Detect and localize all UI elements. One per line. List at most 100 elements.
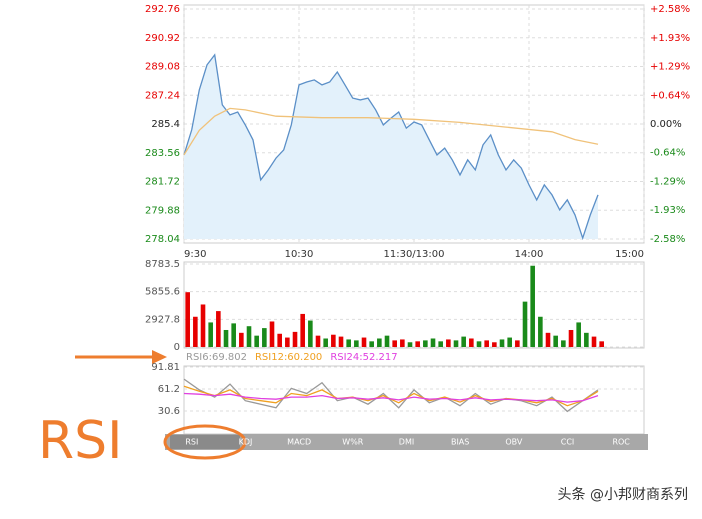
volume-bar [400,339,405,347]
legend-entry: RSI12:60.200 [255,352,322,363]
volume-bar [499,339,505,347]
volume-bar [576,322,581,347]
x-tick-label: 9:30 [184,249,206,260]
tab-label[interactable]: RSI [185,438,198,447]
y2-tick-label: -1.93% [650,205,685,216]
volume-bar [246,326,252,347]
tab-label[interactable]: MACD [287,438,311,447]
volume-bar [515,340,520,347]
series-line [183,392,599,403]
volume-bar [346,339,351,347]
volume-bar [292,331,298,347]
tab-selected [170,435,240,449]
volume-bar [522,301,528,347]
volume-bar [323,338,328,347]
y-tick-label: 281.72 [145,177,180,188]
y2-tick-label: +2.58% [650,4,690,15]
y2-tick-label: 0.00% [650,119,682,130]
arrow-head [152,350,167,364]
volume-bar [354,340,359,347]
y-tick-label: 279.88 [145,205,180,216]
volume-bar [315,335,321,347]
x-tick-label: 11:30/13:00 [383,249,444,260]
volume-bar [538,316,543,347]
volume-bar [185,292,190,347]
volume-bar [239,332,244,347]
y-tick-label: 285.4 [151,119,180,130]
y-tick-label: 0 [174,342,180,353]
volume-bar [430,338,436,347]
tab-label[interactable]: OBV [505,438,523,447]
volume-bar [591,336,597,347]
volume-bar [338,336,344,347]
tab-label[interactable]: DMI [399,438,414,447]
volume-bar [553,335,558,347]
tab-label[interactable]: CCI [561,438,575,447]
volume-bar [277,333,282,347]
highlight-ellipse [163,424,247,460]
volume-bar [469,338,474,347]
volume-bar [530,265,535,347]
tab-label[interactable]: KDJ [239,438,253,447]
volume-bar [599,341,604,347]
y2-tick-label: -0.64% [650,148,685,159]
volume-bar [561,340,566,347]
volume-bar [254,335,259,347]
volume-bar [438,341,443,347]
volume-bar [308,320,313,347]
volume-bar [193,316,198,347]
y-tick-label: 278.04 [145,234,180,245]
volume-bar [453,340,459,347]
volume-bar [361,337,367,347]
volume-bar [415,341,420,347]
y-tick-label: 61.2 [158,384,180,395]
y2-tick-label: +1.29% [650,62,690,73]
tab-label[interactable]: W%R [342,438,364,447]
y-tick-label: 290.92 [145,33,180,44]
watermark: 头条 @小邦财商系列 [558,486,688,503]
volume-bar [200,304,206,347]
x-tick-label: 10:30 [285,249,314,260]
volume-frame [183,261,645,349]
tab-label[interactable]: ROC [612,438,630,447]
volume-bar [285,337,290,347]
x-tick-label: 15:00 [615,249,644,260]
volume-bar [331,334,336,347]
volume-bar [216,311,221,347]
volume-bar [545,332,551,347]
volume-bar [507,337,512,347]
volume-bar [300,313,305,347]
y-tick-label: 283.56 [145,148,180,159]
y2-tick-label: +0.64% [650,90,690,101]
legend-entry: RSI24:52.217 [330,352,397,363]
volume-bar [584,332,589,347]
volume-bar [384,335,390,347]
volume-bar [262,328,267,347]
tab-bar [165,434,648,450]
volume-bar [476,341,482,347]
price-area [184,54,598,240]
volume-bar [446,339,451,347]
y-tick-label: 289.08 [145,62,180,73]
volume-bar [231,323,236,347]
volume-bar [568,329,574,347]
x-tick-label: 14:00 [515,249,544,260]
y-tick-label: 91.81 [151,362,180,373]
series-line [183,107,599,156]
volume-bar [423,340,428,347]
tab-label[interactable]: BIAS [451,438,469,447]
series-line [183,378,599,413]
legend-entry: RSI6:69.802 [186,352,247,363]
volume-bar [484,340,489,347]
volume-bar [369,341,374,347]
y-tick-label: 287.24 [145,90,180,101]
volume-bar [392,340,397,347]
y2-tick-label: +1.93% [650,33,690,44]
annotation: RSI [38,411,122,471]
volume-bar [223,329,229,347]
y-tick-label: 8783.5 [145,259,180,270]
y-tick-label: 292.76 [145,4,180,15]
y2-tick-label: -2.58% [650,234,685,245]
